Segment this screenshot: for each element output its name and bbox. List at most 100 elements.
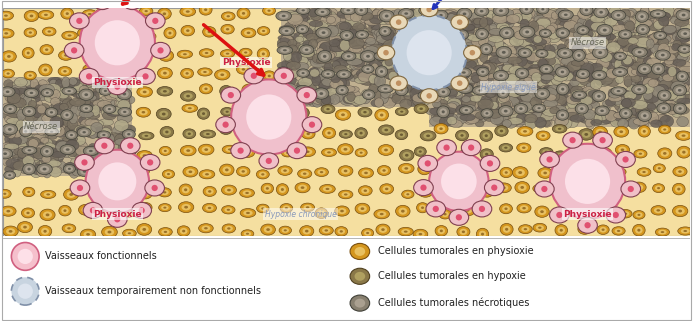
Ellipse shape xyxy=(401,47,409,52)
Ellipse shape xyxy=(614,112,623,121)
Ellipse shape xyxy=(591,12,601,23)
Ellipse shape xyxy=(378,144,394,155)
Ellipse shape xyxy=(125,231,134,236)
Ellipse shape xyxy=(625,57,636,68)
Ellipse shape xyxy=(125,35,128,38)
Ellipse shape xyxy=(403,91,416,101)
Ellipse shape xyxy=(64,54,68,56)
Ellipse shape xyxy=(439,117,452,127)
Ellipse shape xyxy=(484,60,493,70)
Ellipse shape xyxy=(447,89,457,98)
Ellipse shape xyxy=(162,170,175,178)
Ellipse shape xyxy=(103,207,106,209)
Ellipse shape xyxy=(497,88,509,98)
Circle shape xyxy=(441,164,477,199)
Ellipse shape xyxy=(97,131,111,139)
Ellipse shape xyxy=(493,71,509,81)
Ellipse shape xyxy=(337,229,345,234)
Ellipse shape xyxy=(83,168,96,177)
Ellipse shape xyxy=(444,95,455,104)
Ellipse shape xyxy=(633,118,649,125)
Ellipse shape xyxy=(677,117,689,127)
Ellipse shape xyxy=(35,84,49,94)
Ellipse shape xyxy=(434,37,444,48)
Ellipse shape xyxy=(338,74,353,80)
Ellipse shape xyxy=(38,103,49,110)
Ellipse shape xyxy=(61,8,73,19)
Ellipse shape xyxy=(677,93,689,102)
Ellipse shape xyxy=(324,107,332,112)
Ellipse shape xyxy=(60,148,75,158)
Ellipse shape xyxy=(599,52,613,62)
Ellipse shape xyxy=(513,13,523,22)
Ellipse shape xyxy=(58,101,68,108)
Ellipse shape xyxy=(318,74,328,81)
Ellipse shape xyxy=(564,13,568,16)
Ellipse shape xyxy=(398,163,414,173)
Ellipse shape xyxy=(502,226,511,233)
Ellipse shape xyxy=(59,142,67,149)
Ellipse shape xyxy=(146,35,150,38)
Ellipse shape xyxy=(555,225,568,236)
Ellipse shape xyxy=(419,31,430,39)
Ellipse shape xyxy=(492,19,507,27)
Ellipse shape xyxy=(285,207,288,209)
Ellipse shape xyxy=(439,52,448,58)
Ellipse shape xyxy=(399,47,415,58)
Ellipse shape xyxy=(394,36,409,46)
Ellipse shape xyxy=(280,48,290,53)
Ellipse shape xyxy=(533,223,547,232)
Ellipse shape xyxy=(30,88,41,97)
Ellipse shape xyxy=(114,167,127,176)
Ellipse shape xyxy=(505,76,517,84)
Ellipse shape xyxy=(501,65,511,72)
Ellipse shape xyxy=(413,51,428,62)
Ellipse shape xyxy=(521,226,529,232)
Ellipse shape xyxy=(414,104,428,114)
Circle shape xyxy=(456,214,462,221)
Ellipse shape xyxy=(534,15,548,23)
Circle shape xyxy=(628,186,634,192)
Ellipse shape xyxy=(486,46,500,53)
Ellipse shape xyxy=(529,73,541,83)
Ellipse shape xyxy=(144,47,157,56)
Ellipse shape xyxy=(21,208,35,218)
Ellipse shape xyxy=(569,18,584,28)
Text: Physioxie: Physioxie xyxy=(93,78,141,87)
Ellipse shape xyxy=(672,205,688,217)
Ellipse shape xyxy=(666,83,678,90)
Ellipse shape xyxy=(322,49,335,60)
Ellipse shape xyxy=(606,53,621,62)
Ellipse shape xyxy=(581,29,585,31)
Ellipse shape xyxy=(141,154,160,170)
Ellipse shape xyxy=(101,68,109,74)
Ellipse shape xyxy=(225,207,232,212)
Ellipse shape xyxy=(184,93,193,99)
Ellipse shape xyxy=(631,84,647,94)
Ellipse shape xyxy=(112,106,125,115)
Ellipse shape xyxy=(605,110,617,121)
Ellipse shape xyxy=(116,143,130,149)
Ellipse shape xyxy=(534,41,545,51)
Ellipse shape xyxy=(5,92,21,103)
Ellipse shape xyxy=(552,125,567,133)
Ellipse shape xyxy=(335,109,351,120)
Ellipse shape xyxy=(200,84,213,94)
Ellipse shape xyxy=(368,64,380,74)
Ellipse shape xyxy=(663,6,674,18)
Ellipse shape xyxy=(581,226,589,232)
Ellipse shape xyxy=(27,191,30,193)
Ellipse shape xyxy=(550,89,565,98)
Ellipse shape xyxy=(71,117,83,126)
Text: Vaisseaux fonctionnels: Vaisseaux fonctionnels xyxy=(45,251,157,261)
Ellipse shape xyxy=(82,170,87,173)
Ellipse shape xyxy=(61,144,75,155)
Ellipse shape xyxy=(322,228,331,233)
Ellipse shape xyxy=(8,113,22,123)
Ellipse shape xyxy=(621,32,629,37)
Ellipse shape xyxy=(531,112,543,120)
Ellipse shape xyxy=(4,32,8,35)
Ellipse shape xyxy=(543,172,547,174)
Ellipse shape xyxy=(624,16,637,27)
Ellipse shape xyxy=(244,231,252,236)
